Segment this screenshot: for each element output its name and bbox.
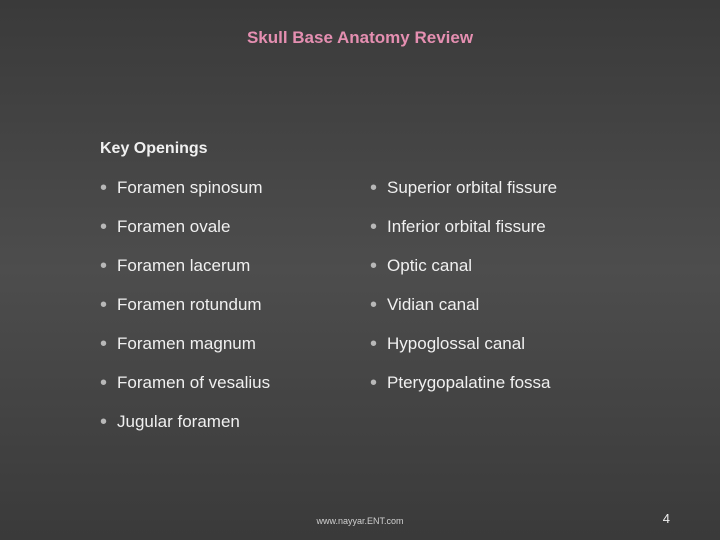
- bullet-icon: •: [100, 414, 107, 431]
- list-item-label: Jugular foramen: [117, 412, 240, 432]
- list-item-label: Foramen of vesalius: [117, 373, 270, 393]
- slide-title: Skull Base Anatomy Review: [0, 28, 720, 48]
- list-item-label: Foramen magnum: [117, 334, 256, 354]
- list-item: • Foramen magnum: [100, 334, 370, 354]
- bullet-icon: •: [370, 180, 377, 197]
- list-item-label: Pterygopalatine fossa: [387, 373, 551, 393]
- list-item-label: Hypoglossal canal: [387, 334, 525, 354]
- list-item: • Foramen ovale: [100, 217, 370, 237]
- list-item-label: Superior orbital fissure: [387, 178, 557, 198]
- bullet-icon: •: [370, 336, 377, 353]
- list-item-label: Foramen spinosum: [117, 178, 263, 198]
- list-item: • Vidian canal: [370, 295, 640, 315]
- list-item-label: Foramen rotundum: [117, 295, 262, 315]
- list-item: • Inferior orbital fissure: [370, 217, 640, 237]
- bullet-icon: •: [100, 258, 107, 275]
- list-item-label: Foramen lacerum: [117, 256, 250, 276]
- slide-subheading: Key Openings: [100, 140, 208, 158]
- bullet-icon: •: [370, 297, 377, 314]
- page-number: 4: [663, 511, 670, 526]
- list-item: • Hypoglossal canal: [370, 334, 640, 354]
- list-item: • Foramen of vesalius: [100, 373, 370, 393]
- bullet-icon: •: [370, 219, 377, 236]
- list-item: • Pterygopalatine fossa: [370, 373, 640, 393]
- list-item: • Foramen spinosum: [100, 178, 370, 198]
- bullet-icon: •: [100, 297, 107, 314]
- content-columns: • Foramen spinosum • Foramen ovale • For…: [100, 178, 640, 451]
- list-item: • Foramen lacerum: [100, 256, 370, 276]
- footer-link: www.nayyar.ENT.com: [0, 516, 720, 526]
- list-item: • Jugular foramen: [100, 412, 370, 432]
- slide: Skull Base Anatomy Review Key Openings •…: [0, 0, 720, 540]
- bullet-icon: •: [100, 336, 107, 353]
- list-item: • Superior orbital fissure: [370, 178, 640, 198]
- right-column: • Superior orbital fissure • Inferior or…: [370, 178, 640, 451]
- bullet-icon: •: [370, 375, 377, 392]
- list-item-label: Optic canal: [387, 256, 472, 276]
- bullet-icon: •: [370, 258, 377, 275]
- bullet-icon: •: [100, 180, 107, 197]
- list-item-label: Foramen ovale: [117, 217, 230, 237]
- left-column: • Foramen spinosum • Foramen ovale • For…: [100, 178, 370, 451]
- list-item-label: Vidian canal: [387, 295, 479, 315]
- list-item: • Foramen rotundum: [100, 295, 370, 315]
- list-item-label: Inferior orbital fissure: [387, 217, 546, 237]
- list-item: • Optic canal: [370, 256, 640, 276]
- bullet-icon: •: [100, 219, 107, 236]
- bullet-icon: •: [100, 375, 107, 392]
